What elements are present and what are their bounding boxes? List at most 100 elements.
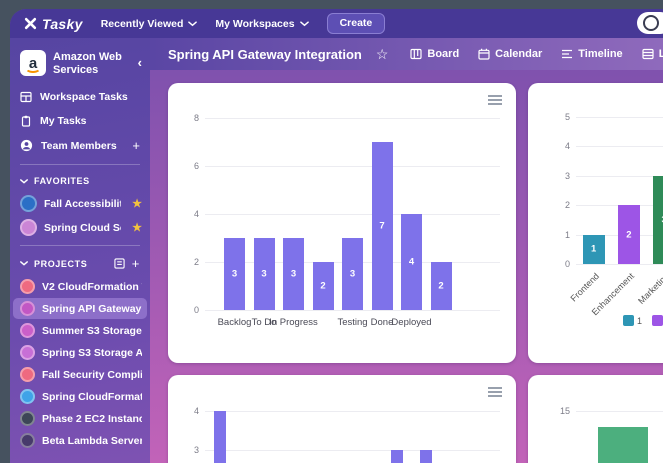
legend-label: 1 — [637, 315, 643, 326]
workspace-name: Amazon Web Services — [53, 51, 122, 77]
chart-card-bottom-right: 051015 — [528, 375, 663, 463]
favorite-item[interactable]: Fall Accessibility Improveme ★ — [10, 192, 150, 215]
project-item[interactable]: Fall Security Compliance Auc — [10, 364, 150, 385]
add-member-button[interactable]: + — [132, 138, 140, 154]
project-color-dot — [20, 323, 35, 339]
projects-title: PROJECTS — [34, 258, 88, 269]
chart-bar — [390, 449, 403, 463]
projects-section-header[interactable]: PROJECTS + — [10, 252, 150, 275]
project-color-dot — [20, 389, 35, 405]
workspace-header[interactable]: a Amazon Web Services ‹ — [10, 44, 150, 85]
chevron-left-icon[interactable]: ‹ — [137, 55, 142, 70]
report-grid: 0 2 4 6 8 3 3 3 2 3 7 4 2 Backlog To Do In Progress Test… — [150, 70, 663, 463]
my-workspaces-dropdown[interactable]: My Workspaces — [215, 17, 309, 30]
chart-card-status: 0 2 4 6 8 3 3 3 2 3 7 4 2 Backlog To Do In Progress Test… — [168, 83, 516, 363]
recently-viewed-dropdown[interactable]: Recently Viewed — [101, 18, 198, 30]
account-button[interactable] — [637, 12, 663, 34]
hamburger-icon[interactable] — [488, 95, 502, 105]
sidebar-item-workspace-tasks[interactable]: Workspace Tasks — [10, 85, 150, 109]
tab-board[interactable]: Board — [402, 44, 467, 64]
y-tick-label: 4 — [193, 209, 199, 219]
tab-timeline[interactable]: Timeline — [553, 44, 630, 64]
star-outline-icon[interactable]: ☆ — [375, 46, 389, 62]
chevron-down-icon — [188, 20, 198, 27]
sidebar-item-my-tasks[interactable]: My Tasks — [10, 109, 150, 133]
x-axis-label: In Progress — [269, 317, 318, 328]
sidebar: a Amazon Web Services ‹ Workspace Tasks M… — [10, 38, 150, 463]
my-workspaces-label: My Workspaces — [215, 17, 295, 30]
bar-value-label: 3 — [261, 268, 267, 280]
app-window: Tasky Recently Viewed My Workspaces Crea… — [10, 9, 663, 463]
create-button[interactable]: Create — [326, 13, 386, 34]
project-item[interactable]: Beta Lambda Serverless Fran — [10, 430, 150, 451]
gridline — [205, 410, 500, 412]
tasky-logo[interactable]: Tasky — [24, 16, 83, 32]
gridline — [576, 264, 663, 265]
legend-swatch — [623, 315, 634, 326]
bar-value-label: 3 — [290, 268, 297, 280]
chart-bar: 3 — [342, 238, 363, 310]
tab-label: Timeline — [578, 48, 623, 60]
tab-list[interactable]: List — [634, 44, 663, 64]
chart-bar — [598, 427, 648, 463]
item-label: Spring CloudFormation Tem — [42, 390, 142, 403]
tab-label: List — [658, 48, 663, 60]
bar-chart-status: 0 2 4 6 8 3 3 3 2 3 7 4 2 Backlog To Do In Progress Test… — [168, 83, 516, 363]
sidebar-item-team-members[interactable]: Team Members + — [10, 133, 150, 158]
hamburger-icon[interactable] — [488, 387, 502, 397]
clipboard-icon — [20, 115, 32, 127]
person-icon — [20, 139, 33, 152]
chart-card-labels: 012345123FrontendEnhancementMarketingRes… — [528, 83, 663, 363]
project-color-dot — [20, 345, 35, 361]
y-tick-label: 8 — [193, 113, 199, 123]
sidebar-item-label: Team Members — [41, 139, 117, 152]
legend-item[interactable]: 2 — [652, 315, 663, 326]
project-color-dot — [20, 219, 37, 237]
bar-chart-labels: 012345123FrontendEnhancementMarketingRes… — [528, 83, 663, 363]
divider — [20, 245, 140, 247]
gridline — [576, 175, 663, 177]
list-icon — [642, 48, 654, 60]
bar-value-label: 1 — [590, 243, 597, 255]
divider — [20, 164, 140, 166]
legend-item[interactable]: 1 — [623, 315, 642, 326]
y-tick-label: 2 — [564, 200, 570, 211]
project-item[interactable]: Phase 2 EC2 Instance Optimi — [10, 408, 150, 429]
bar-value-label: 3 — [349, 268, 356, 280]
gridline — [205, 449, 500, 451]
gridline — [205, 166, 500, 167]
gridline — [576, 411, 663, 412]
star-filled-icon[interactable]: ★ — [132, 198, 142, 211]
favorites-title: FAVORITES — [34, 176, 90, 187]
favorites-section-header[interactable]: FAVORITES — [10, 171, 150, 191]
project-color-dot — [20, 279, 35, 295]
project-item[interactable]: Spring CloudFormation Tem — [10, 386, 150, 407]
chart-bar: 2 — [430, 262, 452, 310]
gridline — [205, 118, 500, 119]
y-tick-label: 5 — [564, 112, 570, 122]
item-label: Spring S3 Storage Analytics — [42, 346, 142, 359]
project-item[interactable]: Summer S3 Storage Analytic — [10, 320, 150, 341]
chart-bar — [213, 410, 226, 463]
calendar-icon — [478, 48, 490, 60]
chart-bar: 3 — [253, 238, 275, 310]
item-label: Fall Accessibility Improveme — [44, 197, 121, 210]
tab-label: Board — [427, 48, 460, 60]
tab-calendar[interactable]: Calendar — [470, 44, 550, 64]
template-icon[interactable] — [114, 258, 125, 270]
project-item[interactable]: Spring S3 Storage Analytics — [10, 342, 150, 363]
amazon-logo: a — [20, 50, 46, 76]
y-tick-label: 0 — [193, 305, 199, 315]
project-item[interactable]: Spring API Gateway Integrat — [13, 298, 147, 320]
star-filled-icon[interactable]: ★ — [132, 222, 142, 235]
favorite-item[interactable]: Spring Cloud Services Integr ★ — [10, 216, 150, 239]
add-project-button[interactable]: + — [131, 256, 140, 272]
y-tick-label: 6 — [193, 161, 199, 171]
x-axis-label: Backlog — [217, 317, 252, 328]
y-tick-label: 1 — [564, 229, 570, 240]
project-item[interactable]: V2 CloudFormation Templat — [10, 276, 150, 297]
project-header: Spring API Gateway Integration ☆ Board Ca… — [150, 38, 663, 70]
chart-bar: 3 — [224, 238, 245, 310]
circle-avatar-icon — [643, 15, 659, 31]
